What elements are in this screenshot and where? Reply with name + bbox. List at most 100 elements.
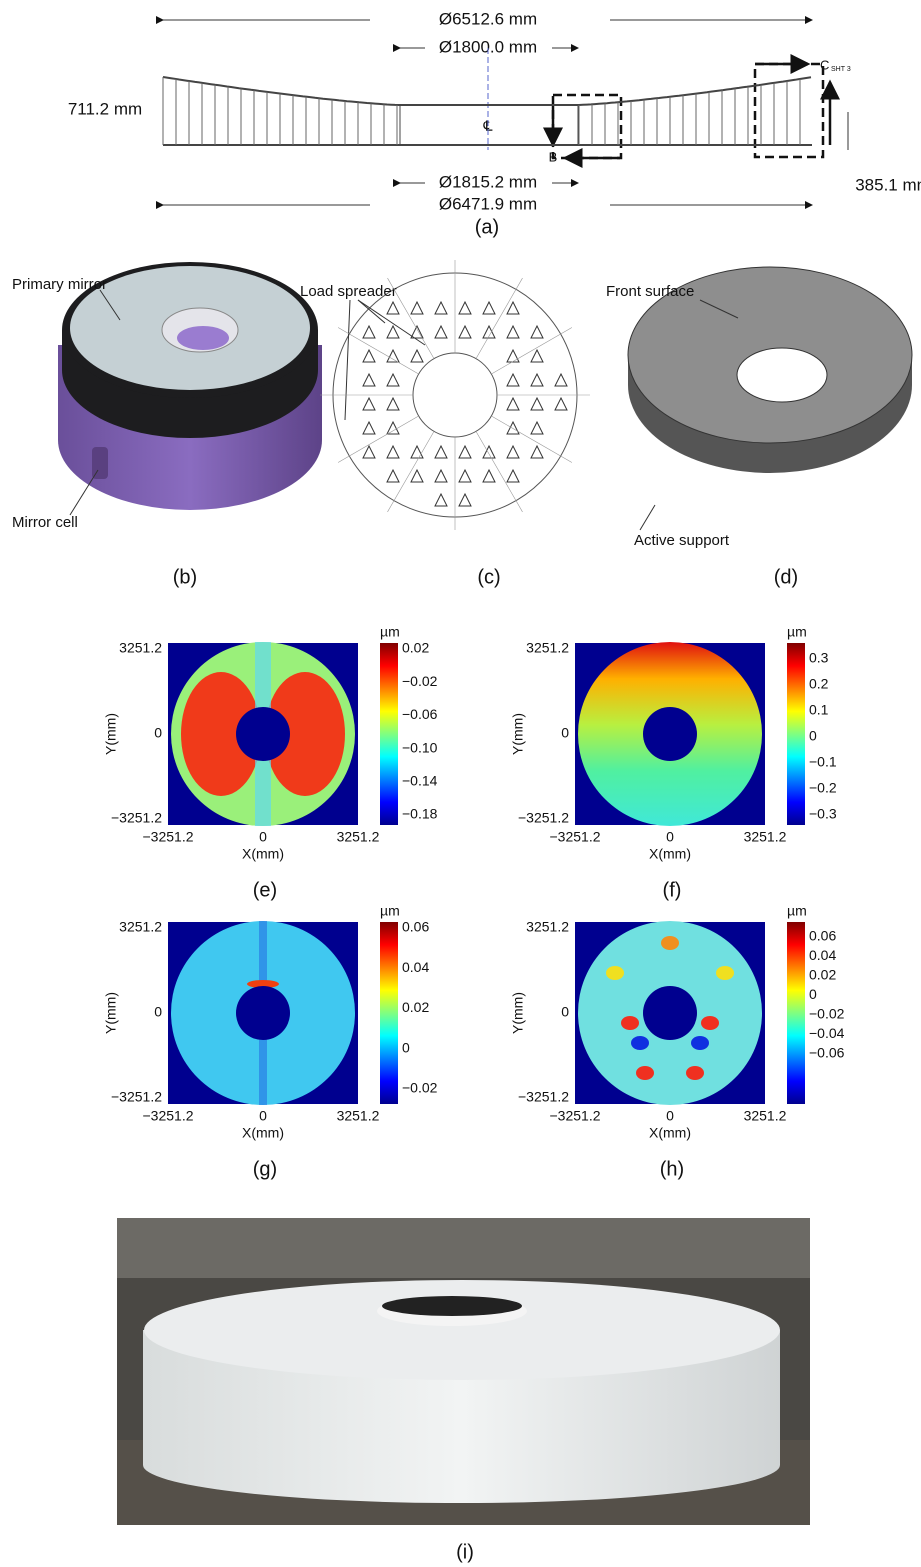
y-axis-label: Y(mm) [103, 992, 119, 1034]
panel-label: (h) [660, 1158, 684, 1180]
annotation: Mirror cell [12, 514, 78, 531]
mirror-top-face [163, 77, 811, 105]
colorbar-tick-label: −0.18 [402, 806, 438, 822]
section-sheet: SHT 3 [831, 66, 851, 73]
colorbar-tick-label: 0.06 [809, 928, 836, 944]
x-tick-label: 3251.2 [337, 829, 380, 845]
x-tick-label: 3251.2 [744, 829, 787, 845]
support-inner [413, 353, 497, 437]
colorbar-unit: µm [787, 903, 807, 919]
y-tick-label: 3251.2 [119, 919, 162, 935]
map-region [686, 1066, 704, 1080]
colorbar-tick-label: 0.04 [402, 959, 429, 975]
colorbar-tick-label: 0.06 [402, 919, 429, 935]
map-region [716, 966, 734, 980]
panel-label: (d) [774, 566, 798, 588]
annotation: Load spreader [300, 283, 397, 300]
map-region [701, 1016, 719, 1030]
dimension: 711.2 mm [68, 99, 142, 118]
y-axis-label: Y(mm) [510, 992, 526, 1034]
colorbar-tick-label: 0.2 [809, 676, 829, 692]
colorbar-tick-label: 0.02 [809, 967, 836, 983]
colorbar [787, 922, 805, 1104]
colorbar-tick-label: 0 [402, 1039, 410, 1055]
section-box [755, 64, 823, 157]
y-tick-label: −3251.2 [111, 810, 162, 826]
panel-i: (i) [117, 1218, 810, 1563]
panel-label: (c) [477, 566, 500, 588]
colorbar [380, 922, 398, 1104]
panel-a: Ø6512.6 mm Ø1800.0 mm 711.2 mm Ø1815.2 m… [68, 9, 921, 238]
x-axis-label: X(mm) [649, 1125, 691, 1141]
colorbar-tick-label: −0.02 [809, 1006, 845, 1022]
mirror-top [144, 1280, 780, 1380]
center-hole [382, 1296, 522, 1316]
colorbar-tick-label: 0.1 [809, 702, 829, 718]
map-region [606, 966, 624, 980]
leader [640, 505, 655, 530]
x-tick-label: 0 [666, 829, 674, 845]
colorbar-unit: µm [380, 903, 400, 919]
annotation: Primary mirror [12, 276, 107, 293]
x-tick-label: 3251.2 [337, 1108, 380, 1124]
hole-inner [177, 326, 229, 350]
colorbar-unit: µm [380, 624, 400, 640]
map-region [661, 936, 679, 950]
y-tick-label: −3251.2 [518, 810, 569, 826]
panel-label: (f) [663, 879, 682, 901]
y-tick-label: −3251.2 [518, 1089, 569, 1105]
colorbar-tick-label: −0.06 [402, 706, 438, 722]
map-region [631, 1036, 649, 1050]
panel-label: (i) [456, 1541, 474, 1563]
colorbar-tick-label: −0.14 [402, 773, 438, 789]
x-axis-label: X(mm) [242, 846, 284, 862]
map-hole [643, 986, 697, 1040]
x-tick-label: −3251.2 [550, 829, 601, 845]
x-tick-label: 0 [666, 1108, 674, 1124]
cell-detail [92, 447, 108, 479]
colorbar-tick-label: −0.06 [809, 1045, 845, 1061]
annotation: Active support [634, 532, 730, 549]
y-tick-label: 0 [154, 725, 162, 741]
y-axis-label: Y(mm) [103, 713, 119, 755]
panel-d: Front surface Active support (d) [606, 267, 912, 588]
dimension: Ø6471.9 mm [439, 194, 537, 213]
colorbar-tick-label: −0.1 [809, 754, 837, 770]
y-tick-label: 0 [561, 1004, 569, 1020]
colorbar-tick-label: −0.02 [402, 1080, 438, 1096]
y-tick-label: 3251.2 [119, 640, 162, 656]
dimension: Ø1815.2 mm [439, 172, 537, 191]
page: Ø6512.6 mm Ø1800.0 mm 711.2 mm Ø1815.2 m… [0, 0, 921, 1567]
colorbar-tick-label: 0.02 [402, 999, 429, 1015]
colorbar-unit: µm [787, 624, 807, 640]
x-tick-label: 0 [259, 1108, 267, 1124]
map-hole [643, 707, 697, 761]
colorbar [787, 643, 805, 825]
panel-b: Primary mirror Mirror cell (b) [12, 262, 322, 588]
section-label: C [820, 57, 829, 72]
y-tick-label: 0 [561, 725, 569, 741]
x-axis-label: X(mm) [649, 846, 691, 862]
colorbar-tick-label: −0.10 [402, 739, 438, 755]
x-tick-label: −3251.2 [550, 1108, 601, 1124]
y-tick-label: 0 [154, 1004, 162, 1020]
colorbar-tick-label: −0.2 [809, 780, 837, 796]
annotation: Front surface [606, 283, 694, 300]
colorbar-tick-label: −0.3 [809, 806, 837, 822]
x-axis-label: X(mm) [242, 1125, 284, 1141]
map-region [621, 1016, 639, 1030]
panel-c: Load spreader (c) [300, 260, 590, 588]
colorbar-tick-label: −0.02 [402, 673, 438, 689]
map-region [636, 1066, 654, 1080]
x-tick-label: −3251.2 [143, 1108, 194, 1124]
x-tick-label: 3251.2 [744, 1108, 787, 1124]
dimension: Ø6512.6 mm [439, 9, 537, 28]
map-hole [236, 707, 290, 761]
colorbar [380, 643, 398, 825]
panel-label: (g) [253, 1158, 277, 1180]
y-tick-label: −3251.2 [111, 1089, 162, 1105]
y-tick-label: 3251.2 [526, 640, 569, 656]
mesh-hole [737, 348, 827, 402]
panel-label: (b) [173, 566, 197, 588]
x-tick-label: 0 [259, 829, 267, 845]
